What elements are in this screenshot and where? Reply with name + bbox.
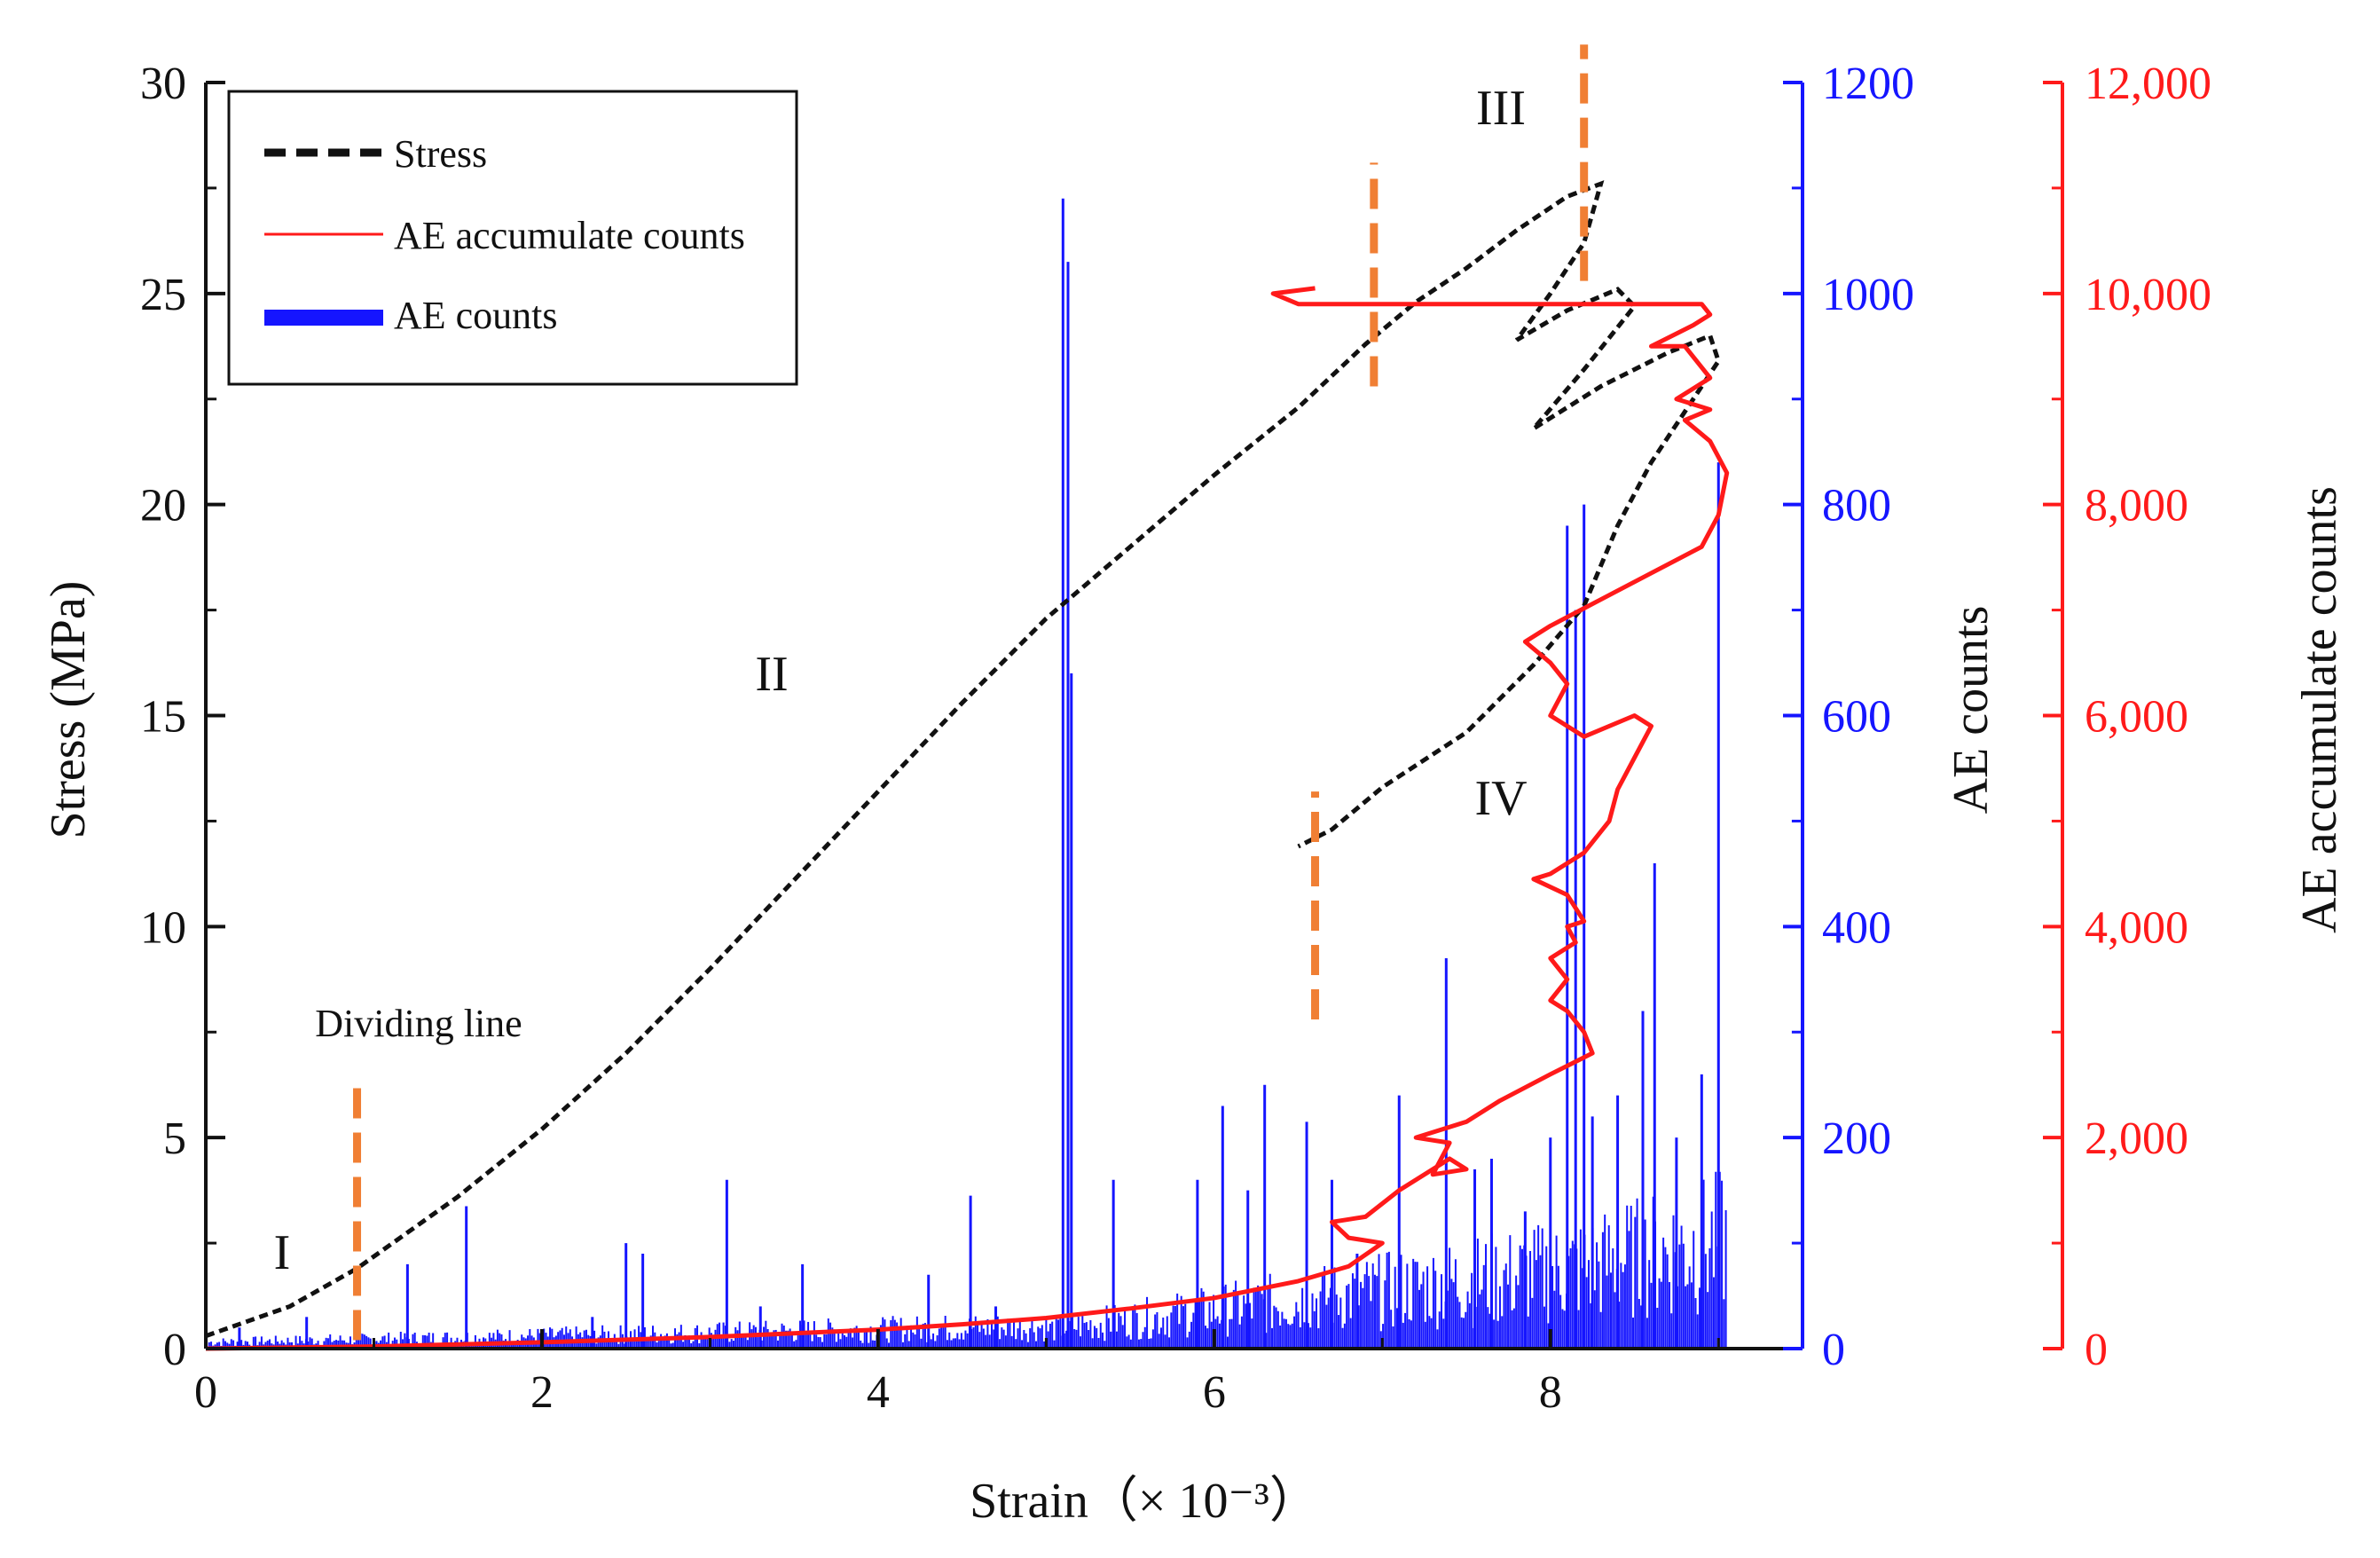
stage-label-i: I [274,1225,291,1280]
legend: Stress AE accumulate counts AE counts [227,90,798,386]
x-tick-label: 6 [1203,1367,1226,1418]
y-tick-label-stress: 10 [140,902,186,953]
x-tick-label: 8 [1539,1367,1562,1418]
y-tick-label-ae_accumulate: 10,000 [2085,270,2211,320]
stage-label-iii: III [1476,81,1526,136]
y-tick-label-ae_counts: 0 [1822,1325,1845,1375]
y-axis-ae-counts-title: AE counts [1944,606,1999,814]
ticks-layer: 0 2 4 6 8 0 5 10 15 20 25 30 0 200 400 600 800 1000 1200 0 2… [140,59,2211,1418]
y-tick-label-ae_counts: 800 [1822,481,1891,531]
plot-layer [205,44,1730,1351]
y-tick-label-ae_accumulate: 0 [2085,1325,2108,1375]
x-tick-label: 0 [194,1367,217,1418]
legend-swatch-ae-counts [264,310,383,326]
y-tick-label-stress: 15 [140,692,186,743]
x-axis-title: Strain（× 10⁻³） [970,1474,1319,1529]
y-tick-label-ae_counts: 1200 [1822,59,1914,109]
x-tick-label: 2 [530,1367,554,1418]
stage-label-ii: II [755,647,788,702]
y-tick-label-stress: 5 [163,1113,186,1164]
y-tick-label-ae_accumulate: 8,000 [2085,481,2188,531]
legend-box [227,90,798,386]
legend-label-stress: Stress [394,132,487,176]
y-tick-label-stress: 20 [140,481,186,531]
ae-accumulate-line [205,286,1730,1351]
y-tick-label-ae_counts: 600 [1822,692,1891,743]
y-tick-label-ae_counts: 1000 [1822,270,1914,320]
y-tick-label-ae_counts: 200 [1822,1113,1891,1164]
y-axis-ae-accumulate-title: AE accumulate counts [2292,486,2347,933]
y-tick-label-ae_accumulate: 4,000 [2085,902,2188,953]
y-tick-label-ae_accumulate: 2,000 [2085,1113,2188,1164]
x-tick-label: 4 [867,1367,890,1418]
y-tick-label-ae_accumulate: 6,000 [2085,692,2188,743]
y-tick-label-ae_accumulate: 12,000 [2085,59,2211,109]
legend-label-ae-counts: AE counts [394,294,558,337]
stage-label-iv: IV [1474,771,1527,826]
y-tick-label-stress: 0 [163,1325,186,1375]
legend-label-ae-accumulate: AE accumulate counts [394,214,745,257]
y-tick-label-ae_counts: 400 [1822,902,1891,953]
y-tick-label-stress: 25 [140,270,186,320]
y-axis-stress-title: Stress (MPa) [41,581,96,839]
dividing-line-label: Dividing line [315,1002,522,1045]
stress-line [205,180,1722,1339]
y-tick-label-stress: 30 [140,59,186,109]
